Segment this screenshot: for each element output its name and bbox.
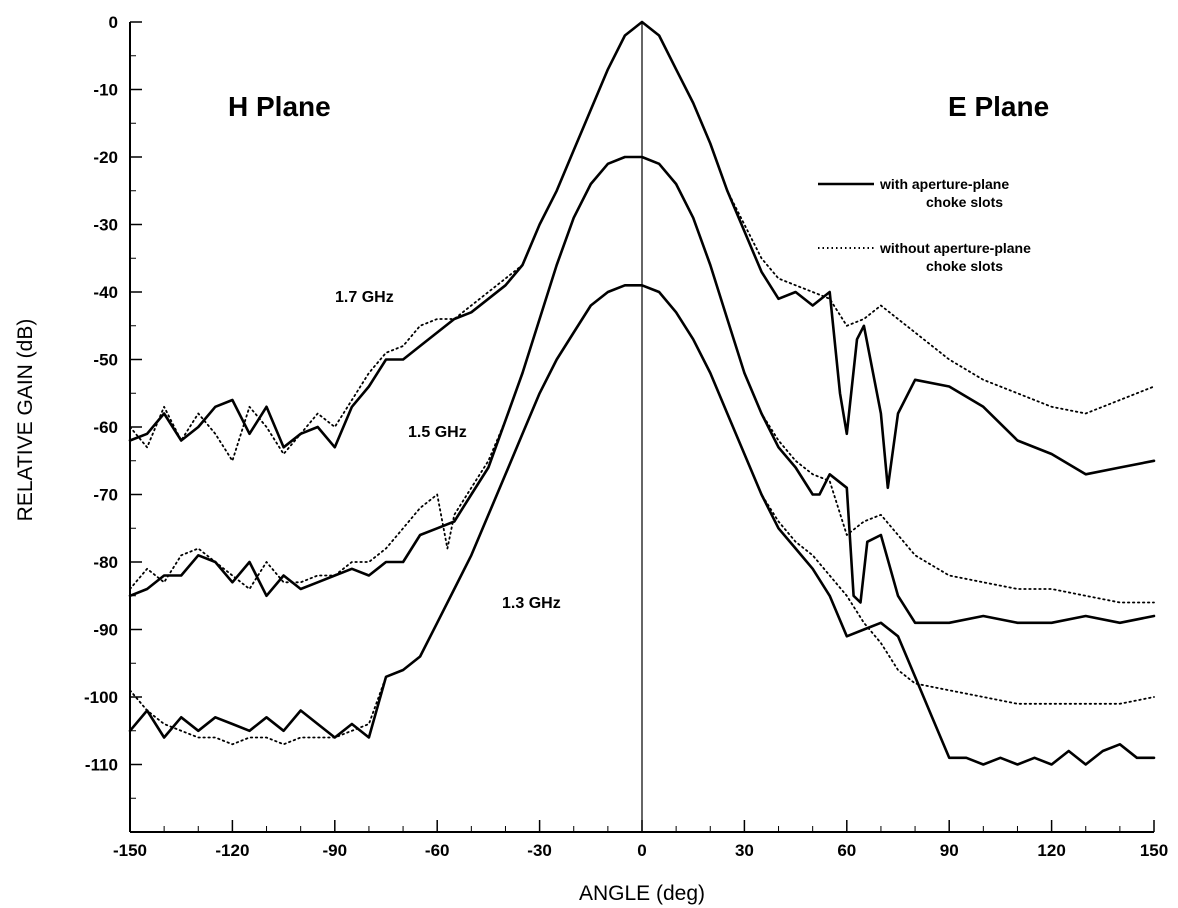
y-tick-label: -100 — [84, 688, 118, 707]
h-plane-label: H Plane — [228, 91, 331, 122]
x-tick-label: -150 — [113, 841, 147, 860]
y-tick-label: -70 — [93, 486, 118, 505]
y-tick-label: -30 — [93, 216, 118, 235]
series-1-5-ghz-dotted — [129, 156, 1155, 604]
x-tick-label: -120 — [215, 841, 249, 860]
x-tick-label: -30 — [527, 841, 552, 860]
legend-dotted-label-2: choke slots — [926, 258, 1003, 274]
x-tick-label: 90 — [940, 841, 959, 860]
e-plane-label: E Plane — [948, 91, 1049, 122]
y-tick-label: -20 — [93, 148, 118, 167]
series-layer — [128, 20, 1156, 766]
x-tick-label: 60 — [837, 841, 856, 860]
legend: with aperture-plane choke slots without … — [818, 176, 1031, 274]
y-tick-label: -10 — [93, 81, 118, 100]
y-tick-label: -50 — [93, 351, 118, 370]
x-tick-label: -90 — [323, 841, 348, 860]
y-tick-label: -80 — [93, 553, 118, 572]
freq-label-1-7: 1.7 GHz — [335, 289, 394, 306]
y-tick-label: -110 — [85, 756, 118, 775]
axis-ticks: -150 -120 -90 -60 -30 0 30 60 90 120 150 0 -10 -20 -30… — [84, 13, 1168, 860]
x-tick-label: -60 — [425, 841, 450, 860]
x-tick-label: 120 — [1037, 841, 1065, 860]
legend-dotted-label-1: without aperture-plane — [879, 240, 1031, 256]
y-tick-label: -60 — [93, 418, 118, 437]
y-tick-label: -90 — [93, 621, 118, 640]
x-axis-label: ANGLE (deg) — [579, 882, 705, 905]
y-tick-label: 0 — [109, 13, 118, 32]
legend-solid-label-2: choke slots — [926, 194, 1003, 210]
legend-solid-label-1: with aperture-plane — [879, 176, 1009, 192]
x-tick-label: 30 — [735, 841, 754, 860]
y-tick-label: -40 — [93, 283, 118, 302]
freq-label-1-5: 1.5 GHz — [408, 424, 467, 441]
series-1-3-ghz-dotted — [129, 284, 1155, 746]
x-tick-label: 150 — [1140, 841, 1168, 860]
x-tick-label: 0 — [637, 841, 646, 860]
freq-label-1-3: 1.3 GHz — [502, 595, 561, 612]
y-axis-label: RELATIVE GAIN (dB) — [14, 319, 37, 522]
plot-frame — [129, 22, 1154, 833]
